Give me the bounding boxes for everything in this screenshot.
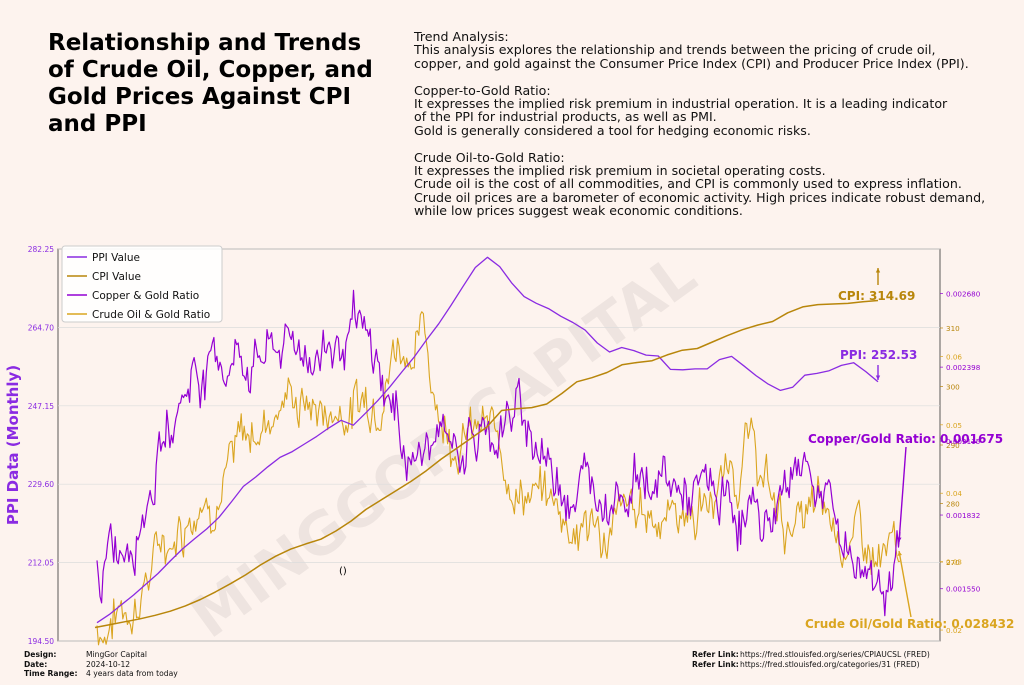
refer-link-label: Refer Link: (692, 650, 739, 659)
cpi-axis-tick-label: 300 (946, 382, 960, 391)
cpi-annotation-arrow-head (875, 268, 881, 273)
cpi-annotation-label: CPI: 314.69 (838, 289, 915, 303)
ppi-axis-tick-label: 264.70 (28, 323, 54, 332)
date-label: Date: (24, 659, 48, 669)
analysis-notes: Trend Analysis: This analysis explores t… (414, 30, 1014, 231)
ppi-annotation-arrow-head (875, 375, 881, 380)
legend-box (61, 245, 223, 323)
copper-axis-tick-label: 0.001832 (946, 511, 980, 520)
copper-gold-heading: Copper-to-Gold Ratio: (414, 82, 551, 98)
oil-gold-line: while low prices suggest weak economic c… (414, 203, 743, 219)
watermark-text: MINGGOR CAPITAL (178, 240, 708, 651)
cpi-line (94, 299, 879, 629)
footer-links: Refer Link:https://fred.stlouisfed.org/s… (692, 650, 930, 669)
trend-analysis-line: This analysis explores the relationship … (414, 42, 936, 58)
copper-axis-tick-label: 0.002115 (946, 437, 980, 446)
oil-axis-tick-label: 0.06 (946, 352, 962, 361)
oil-axis-tick-label: 0.04 (946, 489, 962, 498)
copper-axis-tick-label: 0.001550 (946, 585, 981, 594)
copper-gold-ratio-line (96, 289, 901, 617)
oil-annotation-label: Crude Oil/Gold Ratio: 0.028432 (805, 617, 1014, 631)
ppi-axis-tick-label: 282.25 (28, 245, 54, 254)
oil-gold-heading: Crude Oil-to-Gold Ratio: (414, 149, 565, 165)
design-value: MingGor Capital (86, 650, 147, 659)
copper-gold-block: Copper-to-Gold Ratio: It expresses the i… (414, 82, 1014, 138)
oil-gold-line: It expresses the implied risk premium in… (414, 163, 826, 179)
cpi-axis-tick-label: 310 (946, 324, 960, 333)
oil-axis-tick-label: 0.02 (946, 626, 962, 635)
trend-analysis-block: Trend Analysis: This analysis explores t… (414, 29, 1014, 71)
ppi-annotation-label: PPI: 252.53 (840, 348, 917, 362)
footer-meta: Design: MingGor Capital Date: 2024-10-12 T… (24, 650, 178, 679)
refer-link-cpi[interactable]: https://fred.stlouisfed.org/series/CPIAU… (740, 650, 930, 659)
copper-annotation-arrow-line (898, 446, 907, 543)
legend-entry: Copper & Gold Ratio (92, 290, 199, 302)
ppi-line (96, 256, 879, 624)
oil-annotation-arrow-line (898, 550, 912, 618)
copper-gold-line: Gold is generally considered a tool for … (414, 122, 811, 138)
legend-entry: Crude Oil & Gold Ratio (92, 309, 210, 321)
ppi-axis-tick-label: 212.05 (28, 559, 54, 568)
legend-entry: CPI Value (92, 271, 141, 283)
y-axis-label: PPI Data (Monthly) (4, 365, 22, 525)
cpi-axis-tick-label: 290 (946, 441, 960, 450)
copper-gold-line: It expresses the implied risk premium in… (414, 96, 948, 112)
time-range-label: Time Range: (24, 669, 78, 678)
date-value: 2024-10-12 (86, 659, 131, 669)
copper-axis-tick-label: 0.002680 (946, 289, 981, 298)
cpi-axis-tick-label: 280 (946, 500, 960, 509)
page-title: Relationship and Trends of Crude Oil, Co… (48, 30, 373, 137)
ppi-axis-tick-label: 247.15 (28, 402, 54, 411)
oil-gold-line: Crude oil is the cost of all commodities… (414, 176, 962, 192)
oil-gold-block: Crude Oil-to-Gold Ratio: It expresses th… (414, 149, 1014, 219)
time-range-value: 4 years data from today (86, 669, 178, 678)
refer-link-categories[interactable]: https://fred.stlouisfed.org/categories/3… (740, 659, 920, 669)
stray-label: () (339, 566, 347, 577)
refer-link-label: Refer Link: (692, 659, 739, 669)
ppi-axis-tick-label: 194.50 (28, 637, 54, 646)
copper-gold-line: of the PPI for industrial products, as w… (414, 109, 717, 125)
oil-annotation-arrow-head (897, 551, 902, 556)
copper-annotation-label: Copper/Gold Ratio: 0.001675 (808, 432, 1003, 446)
trend-analysis-line: copper, and gold against the Consumer Pr… (414, 55, 969, 71)
copper-annotation-arrow-head (897, 537, 902, 542)
oil-axis-tick-label: 0.05 (946, 421, 962, 430)
ppi-axis-tick-label: 229.60 (28, 480, 54, 489)
trend-analysis-heading: Trend Analysis: (414, 29, 509, 44)
cpi-axis-tick-label: 270 (946, 558, 960, 567)
copper-axis-tick-label: 0.002398 (946, 363, 981, 372)
oil-gold-line: Crude oil prices are a barometer of econ… (414, 189, 986, 205)
legend-entry: PPI Value (92, 252, 140, 264)
design-label: Design: (24, 650, 57, 659)
oil-axis-tick-label: 0.03 (946, 558, 962, 567)
